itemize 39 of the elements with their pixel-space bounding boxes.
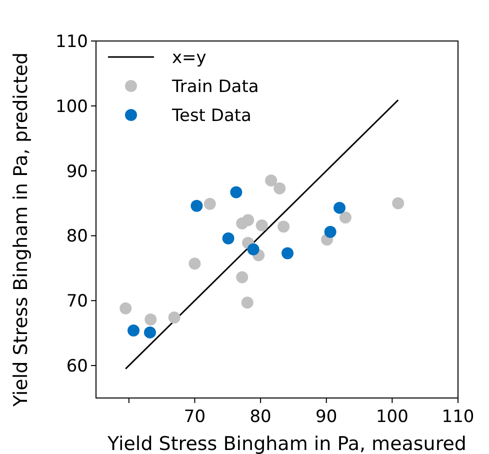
point bbox=[247, 243, 260, 256]
point bbox=[204, 198, 216, 210]
point bbox=[274, 182, 286, 194]
point bbox=[188, 258, 201, 270]
point bbox=[256, 219, 268, 232]
x-tick-label: 110 bbox=[442, 407, 474, 427]
point bbox=[282, 247, 294, 260]
point bbox=[128, 324, 140, 336]
point bbox=[324, 226, 336, 238]
x-tick-label: 80 bbox=[250, 407, 272, 427]
y-tick-label: 80 bbox=[66, 226, 88, 247]
point bbox=[144, 313, 157, 326]
point bbox=[265, 174, 278, 187]
point bbox=[168, 312, 180, 324]
point bbox=[241, 296, 254, 309]
x-tick-label: 90 bbox=[316, 407, 338, 427]
point bbox=[339, 212, 352, 224]
x-tick-label: 100 bbox=[376, 407, 408, 427]
y-tick-label: 70 bbox=[66, 292, 88, 312]
point bbox=[278, 220, 290, 233]
point bbox=[242, 214, 254, 226]
point bbox=[230, 186, 242, 198]
y-axis-title: Yield Stress Bingham in Pa, predicted bbox=[10, 52, 32, 408]
legend-label: Test Data bbox=[171, 106, 252, 126]
point bbox=[144, 326, 156, 338]
point bbox=[120, 302, 132, 314]
point bbox=[334, 202, 346, 214]
y-tick-label: 90 bbox=[66, 162, 88, 182]
x-axis-title: Yield Stress Bingham in Pa, measured bbox=[106, 433, 466, 454]
y-tick-label: 60 bbox=[66, 356, 88, 376]
x-tick-label: 70 bbox=[184, 407, 206, 427]
legend-label: x=y bbox=[172, 48, 206, 68]
legend-label: Train Data bbox=[171, 76, 259, 97]
point bbox=[222, 232, 234, 244]
point bbox=[190, 200, 203, 212]
y-tick-label: 110 bbox=[56, 32, 88, 52]
y-tick-label: 100 bbox=[56, 96, 88, 117]
point bbox=[236, 271, 248, 284]
point bbox=[392, 197, 404, 210]
